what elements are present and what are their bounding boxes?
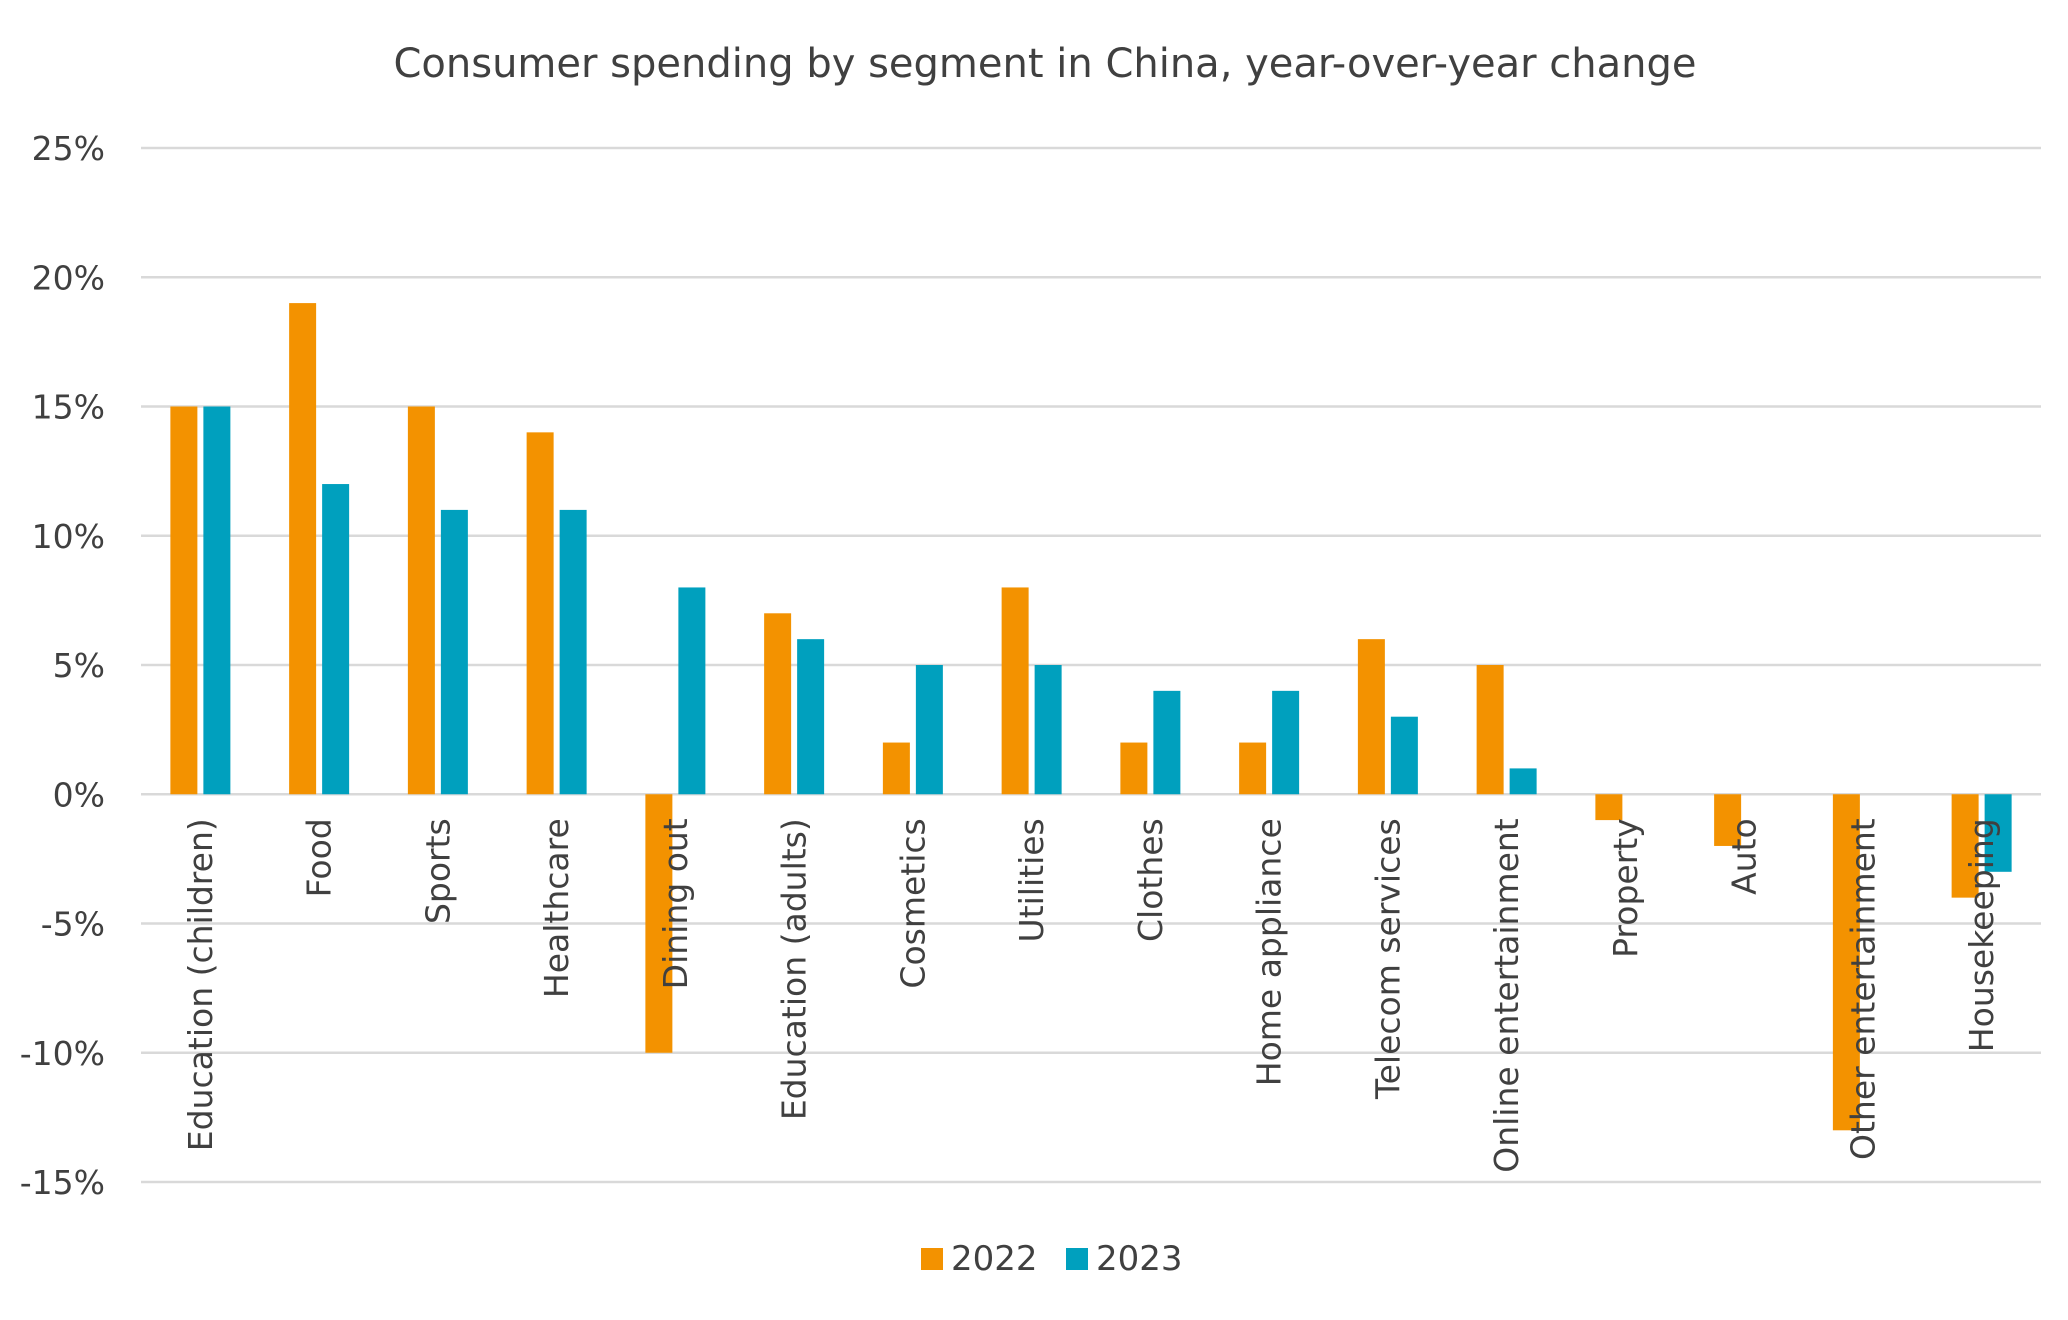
bar-2023 bbox=[797, 639, 825, 795]
category-label: Sports bbox=[418, 818, 457, 924]
bar-2022 bbox=[764, 613, 792, 795]
bar-2022 bbox=[1595, 794, 1623, 821]
category-label: Healthcare bbox=[537, 818, 576, 998]
category-label: Housekeeping bbox=[1962, 818, 2001, 1052]
bar-2023 bbox=[203, 406, 231, 795]
bar-2022 bbox=[1357, 639, 1385, 795]
bar-2023 bbox=[1509, 768, 1537, 795]
bar-2022 bbox=[882, 742, 910, 795]
legend-swatch-2022 bbox=[921, 1248, 943, 1270]
bar-2023 bbox=[322, 484, 350, 795]
category-label: Telecom services bbox=[1368, 818, 1407, 1100]
bar-2023 bbox=[440, 509, 468, 795]
bar-2022 bbox=[407, 406, 435, 795]
bar-2023 bbox=[1984, 794, 2012, 872]
bar-2022 bbox=[1476, 665, 1504, 795]
category-label: Utilities bbox=[1012, 818, 1051, 942]
category-label: Education (children) bbox=[181, 818, 220, 1151]
legend-label: 2023 bbox=[1096, 1239, 1183, 1279]
bar-2022 bbox=[1832, 794, 1860, 1131]
bar-2023 bbox=[678, 587, 706, 795]
y-tick-label: 25% bbox=[32, 129, 105, 168]
bar-2023 bbox=[1034, 665, 1062, 795]
bars bbox=[170, 303, 2012, 1131]
category-labels: Education (children) Food Sports Healthcare… bbox=[181, 818, 2001, 1173]
bar-2022 bbox=[170, 406, 198, 795]
bar-2022 bbox=[526, 432, 554, 795]
y-tick-label: 20% bbox=[32, 258, 105, 297]
bar-2023 bbox=[559, 509, 587, 795]
category-label: Other entertainment bbox=[1843, 818, 1882, 1160]
bar-2022 bbox=[1951, 794, 1979, 898]
legend-swatch-2023 bbox=[1066, 1248, 1088, 1270]
legend: 2022 2023 bbox=[921, 1239, 1183, 1279]
category-label: Auto bbox=[1725, 818, 1764, 895]
bar-2022 bbox=[645, 794, 673, 1053]
bar-2022 bbox=[289, 303, 317, 795]
bar-2023 bbox=[915, 665, 943, 795]
chart-title: Consumer spending by segment in China, y… bbox=[393, 41, 1696, 87]
bar-2022 bbox=[1001, 587, 1029, 795]
y-tick-label: -15% bbox=[20, 1163, 105, 1202]
y-tick-label: 15% bbox=[32, 388, 105, 427]
bar-2022 bbox=[1120, 742, 1148, 795]
bar-2022 bbox=[1714, 794, 1742, 846]
bar-2022 bbox=[1239, 742, 1267, 795]
y-tick-label: 0% bbox=[53, 775, 105, 814]
category-label: Clothes bbox=[1131, 818, 1170, 942]
y-tick-label: -10% bbox=[20, 1034, 105, 1073]
category-label: Home appliance bbox=[1250, 818, 1289, 1086]
category-label: Cosmetics bbox=[893, 818, 932, 988]
y-tick-label: 10% bbox=[32, 517, 105, 556]
legend-label: 2022 bbox=[951, 1239, 1038, 1279]
bar-2023 bbox=[1272, 690, 1300, 795]
bar-2023 bbox=[1390, 716, 1418, 795]
category-label: Dining out bbox=[656, 818, 695, 989]
category-label: Online entertainment bbox=[1487, 818, 1526, 1173]
category-label: Property bbox=[1606, 818, 1645, 958]
y-axis-tick-labels: 25% 20% 15% 10% 5% 0% -5% -10% -15% bbox=[20, 129, 105, 1202]
bar-2023 bbox=[1153, 690, 1181, 795]
category-label: Education (adults) bbox=[775, 818, 814, 1120]
y-tick-label: 5% bbox=[53, 646, 105, 685]
y-tick-label: -5% bbox=[41, 905, 105, 944]
category-label: Food bbox=[300, 818, 339, 897]
